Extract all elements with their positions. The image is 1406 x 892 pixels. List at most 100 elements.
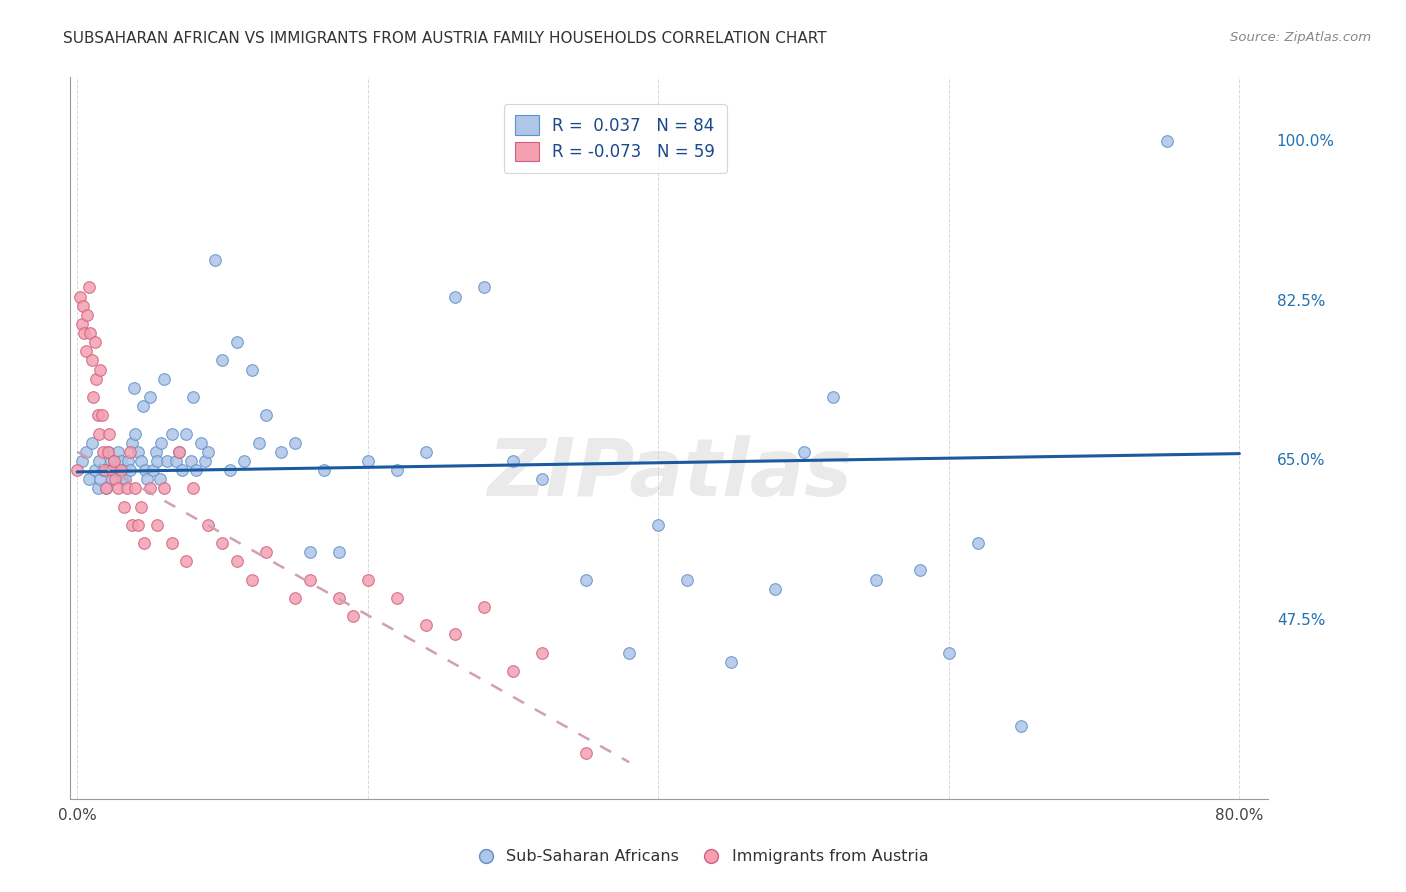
Point <box>385 463 408 477</box>
Point <box>83 335 105 350</box>
Point <box>720 655 742 669</box>
Point <box>124 426 146 441</box>
Point <box>75 344 97 359</box>
Point <box>165 454 187 468</box>
Point <box>197 517 219 532</box>
Point <box>86 409 108 423</box>
Point <box>156 454 179 468</box>
Point <box>127 444 149 458</box>
Point <box>127 517 149 532</box>
Point <box>77 280 100 294</box>
Point <box>76 308 98 322</box>
Text: 47.5%: 47.5% <box>1277 613 1324 628</box>
Point <box>357 573 380 587</box>
Point <box>94 463 117 477</box>
Point <box>131 399 153 413</box>
Point <box>90 409 112 423</box>
Point <box>132 536 155 550</box>
Point <box>118 444 141 458</box>
Point <box>100 454 122 468</box>
Point <box>89 362 111 376</box>
Point <box>149 472 172 486</box>
Point <box>70 454 93 468</box>
Point <box>444 289 467 303</box>
Point <box>114 472 136 486</box>
Point <box>121 517 143 532</box>
Point <box>385 591 408 605</box>
Point <box>502 454 524 468</box>
Text: 65.0%: 65.0% <box>1277 453 1326 468</box>
Point <box>87 454 110 468</box>
Point <box>139 390 162 404</box>
Point <box>240 362 263 376</box>
Point <box>110 463 132 477</box>
Point <box>174 426 197 441</box>
Point <box>204 253 226 268</box>
Point <box>111 472 134 486</box>
Legend: R =  0.037   N = 84, R = -0.073   N = 59: R = 0.037 N = 84, R = -0.073 N = 59 <box>503 103 727 173</box>
Point <box>821 390 844 404</box>
Point <box>575 573 598 587</box>
Point <box>89 472 111 486</box>
Point <box>80 353 103 368</box>
Point <box>121 435 143 450</box>
Point <box>472 600 495 615</box>
Point <box>136 472 159 486</box>
Point <box>93 444 115 458</box>
Point <box>139 481 162 495</box>
Point <box>72 299 94 313</box>
Point <box>142 463 165 477</box>
Point <box>531 646 554 660</box>
Point <box>183 481 205 495</box>
Point <box>211 536 233 550</box>
Point <box>101 472 124 486</box>
Point <box>73 326 96 340</box>
Point <box>79 326 101 340</box>
Point <box>415 444 437 458</box>
Point <box>328 545 350 559</box>
Point <box>146 454 169 468</box>
Point <box>82 390 104 404</box>
Point <box>357 454 380 468</box>
Point <box>908 564 931 578</box>
Text: 82.5%: 82.5% <box>1277 293 1324 309</box>
Point <box>190 435 212 450</box>
Point <box>96 481 118 495</box>
Point <box>183 390 205 404</box>
Point <box>69 289 91 303</box>
Point <box>967 536 990 550</box>
Point <box>146 517 169 532</box>
Text: ZIPatlas: ZIPatlas <box>486 435 852 513</box>
Point <box>124 481 146 495</box>
Point <box>129 500 152 514</box>
Point <box>240 573 263 587</box>
Point <box>122 381 145 395</box>
Point <box>97 444 120 458</box>
Point <box>112 500 135 514</box>
Point <box>170 463 193 477</box>
Point <box>160 536 183 550</box>
Point <box>575 746 598 760</box>
Point <box>86 481 108 495</box>
Point <box>96 481 118 495</box>
Point <box>98 426 121 441</box>
Point <box>98 463 121 477</box>
Point <box>93 463 115 477</box>
Point <box>254 545 277 559</box>
Point <box>194 454 217 468</box>
Point <box>134 463 156 477</box>
Point <box>70 317 93 331</box>
Point <box>647 517 669 532</box>
Point <box>107 481 129 495</box>
Point <box>502 664 524 678</box>
Point <box>226 554 249 568</box>
Point <box>415 618 437 632</box>
Point <box>105 463 128 477</box>
Point <box>145 444 167 458</box>
Point <box>80 435 103 450</box>
Point <box>153 481 176 495</box>
Point <box>328 591 350 605</box>
Point <box>619 646 641 660</box>
Point <box>103 454 125 468</box>
Point <box>197 444 219 458</box>
